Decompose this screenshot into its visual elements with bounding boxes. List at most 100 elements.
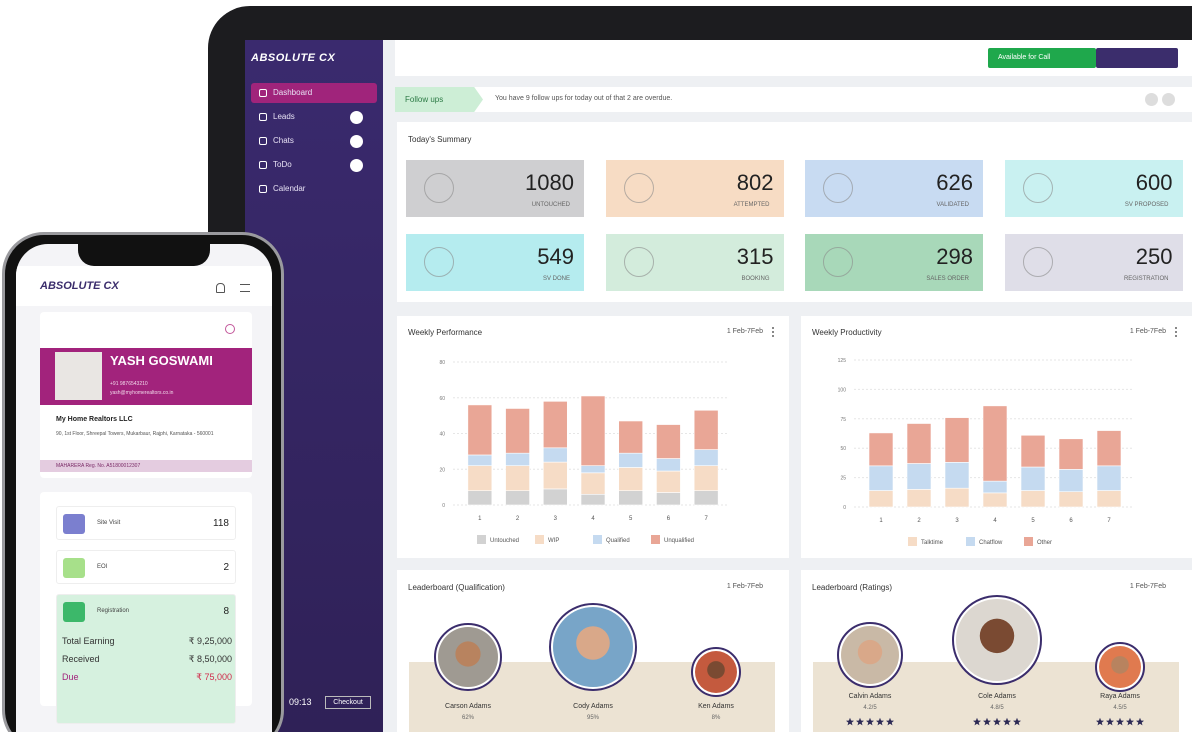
summary-card[interactable]: 626 VALIDATED <box>805 160 983 217</box>
followups-message: You have 9 follow ups for today out of t… <box>495 95 673 102</box>
followups-tag: Follow ups <box>395 87 483 112</box>
leaderboard-panel: Leaderboard (Ratings) 1 Feb-7Feb <box>801 570 1192 732</box>
card-icon <box>623 247 654 277</box>
card-icon <box>823 247 853 277</box>
stat-label: Registration <box>97 608 130 614</box>
stat-value: 118 <box>213 518 229 529</box>
card-icon <box>1022 247 1053 277</box>
profile-email: yash@myhomerealtors.co.in <box>110 390 174 396</box>
profile-card: YASH GOSWAMI +91 9876543210 yash@myhomerea… <box>40 312 252 478</box>
card-value: 626 <box>936 170 973 195</box>
company-address: 90, 1st Floor, Shreepal Towers, Mukarbau… <box>56 431 214 437</box>
stat-label: EOI <box>97 564 108 570</box>
summary-card[interactable]: 1080 UNTOUCHED <box>406 160 584 217</box>
followups-bar: Follow ups You have 9 follow ups for toda… <box>395 87 1192 112</box>
chart-panel: Weekly Productivity 1 Feb-7Feb <box>801 316 1192 558</box>
card-label: BOOKING <box>741 276 770 282</box>
phone-header <box>16 266 272 306</box>
stat-row[interactable]: EOI 2 <box>56 550 236 584</box>
leaderboard-title: Leaderboard (Ratings) <box>812 583 893 592</box>
menu-badge <box>350 159 363 172</box>
stat-row[interactable]: Site Visit 118 <box>56 506 236 540</box>
chart-panel: Weekly Performance 1 Feb-7Feb <box>397 316 789 558</box>
menu-icon[interactable] <box>240 284 250 292</box>
stat-label: Site Visit <box>97 520 121 526</box>
menu-icon <box>259 137 267 145</box>
stat-value: 2 <box>223 562 229 573</box>
share-icon[interactable] <box>225 324 235 334</box>
stats-card: Site Visit 118 EOI 2 Registration 8 Total Earn… <box>40 492 252 724</box>
card-icon <box>823 173 853 203</box>
menu-icon <box>259 185 267 193</box>
summary-card[interactable]: 298 SALES ORDER <box>805 234 983 291</box>
top-bar: Available for Call <box>395 40 1192 76</box>
earning-label: Due <box>62 672 79 682</box>
profile-banner: YASH GOSWAMI +91 9876543210 yash@myhomerea… <box>40 348 252 405</box>
summary-card[interactable]: 315 BOOKING <box>605 234 784 291</box>
card-label: ATTEMPTED <box>733 202 770 208</box>
earning-value: ₹ 9,25,000 <box>188 636 232 646</box>
earning-value: ₹ 8,50,000 <box>188 654 232 664</box>
leaderboard-range: 1 Feb-7Feb <box>726 583 763 590</box>
menu-item[interactable]: Calendar <box>251 179 377 199</box>
card-value: 315 <box>736 244 774 269</box>
chart-title: Weekly Performance <box>408 328 483 337</box>
menu-badge <box>350 135 363 148</box>
stat-icon <box>63 558 85 578</box>
phone-logo: ABSOLUTE CX <box>40 280 119 292</box>
user-controls[interactable] <box>1096 48 1178 68</box>
status-button[interactable]: Available for Call <box>988 48 1096 68</box>
summary-title: Today's Summary <box>408 135 472 144</box>
leaderboard-band <box>813 662 1179 732</box>
phone-screen: ABSOLUTE CX YASH GOSWAMI +91 9876543210 yas… <box>16 244 272 732</box>
leaderboard-title: Leaderboard (Qualification) <box>408 583 505 592</box>
menu-item[interactable]: Chats <box>251 131 377 151</box>
clock: 09:13 <box>289 697 312 707</box>
card-label: SV PROPOSED <box>1124 202 1169 208</box>
summary-card[interactable]: 549 SV DONE <box>406 234 584 291</box>
menu-icon <box>259 161 267 169</box>
menu-label: Chats <box>273 136 294 145</box>
card-icon <box>1022 173 1053 203</box>
nav-next[interactable] <box>1162 93 1175 106</box>
stat-row[interactable]: Registration 8 <box>56 594 236 724</box>
summary-card[interactable]: 802 ATTEMPTED <box>605 160 784 217</box>
card-value: 1080 <box>525 170 574 195</box>
logo: ABSOLUTE CX <box>251 52 336 64</box>
leaderboard-range: 1 Feb-7Feb <box>1129 583 1166 590</box>
card-icon <box>424 173 454 203</box>
menu-badge <box>350 111 363 124</box>
profile-mobile: +91 9876543210 <box>110 381 148 387</box>
menu-icon <box>259 113 267 121</box>
chart-range: 1 Feb-7Feb <box>726 328 763 335</box>
menu-icon <box>259 89 267 97</box>
leaderboard-band <box>409 662 775 732</box>
stat-value: 8 <box>223 606 229 617</box>
card-label: VALIDATED <box>936 202 969 208</box>
profile-name: YASH GOSWAMI <box>110 353 213 368</box>
chart-range: 1 Feb-7Feb <box>1129 328 1166 335</box>
nav-prev[interactable] <box>1145 93 1158 106</box>
chart-menu[interactable] <box>772 327 775 337</box>
menu-label: Leads <box>273 112 295 121</box>
checkout-button[interactable]: Checkout <box>325 696 371 709</box>
summary-card[interactable]: 250 REGISTRATION <box>1004 234 1183 291</box>
summary-card[interactable]: 600 SV PROPOSED <box>1004 160 1183 217</box>
bell-icon[interactable] <box>216 283 225 293</box>
stat-icon <box>63 514 85 534</box>
menu-label: Calendar <box>273 184 306 193</box>
card-icon <box>623 173 654 203</box>
menu-item[interactable]: ToDo <box>251 155 377 175</box>
chart-menu[interactable] <box>1175 327 1178 337</box>
stat-icon <box>63 602 85 622</box>
card-label: SV DONE <box>542 276 570 282</box>
menu-item[interactable]: Dashboard <box>251 83 377 103</box>
main-area: Available for Call Follow ups You have 9 f… <box>383 40 1192 732</box>
card-label: REGISTRATION <box>1123 276 1169 282</box>
chart-title: Weekly Productivity <box>812 328 882 337</box>
menu-label: ToDo <box>273 160 292 169</box>
menu-label: Dashboard <box>273 88 313 97</box>
summary-panel: Today's Summary 1080 UNTOUCHED 802 ATTEMPTED… <box>397 122 1192 302</box>
profile-photo <box>55 352 102 400</box>
menu-item[interactable]: Leads <box>251 107 377 127</box>
